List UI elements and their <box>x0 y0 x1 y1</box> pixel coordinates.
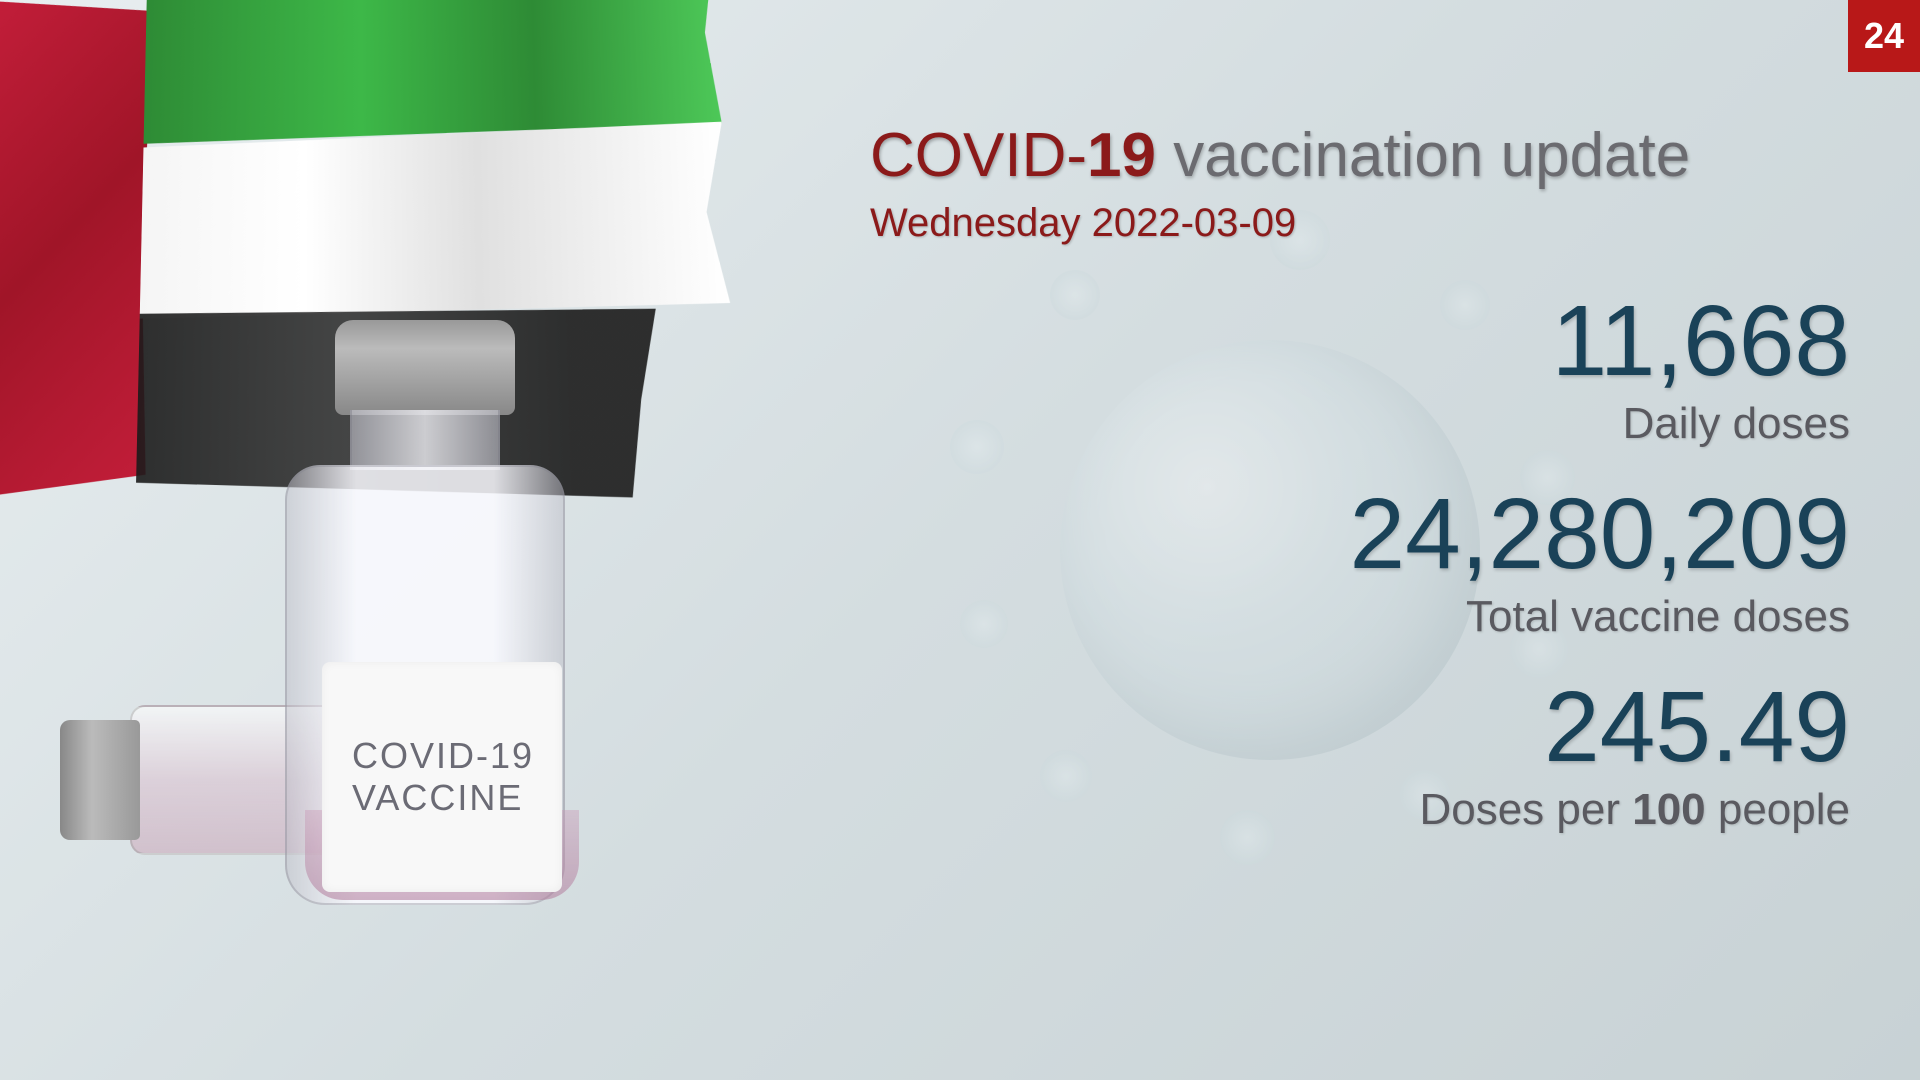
stat-label: Daily doses <box>870 399 1850 449</box>
vaccine-vials-icon: COVID-19 VACCINE <box>60 320 660 960</box>
title-suffix: vaccination update <box>1156 121 1690 190</box>
stat-daily-doses: 11,668 Daily doses <box>870 291 1850 449</box>
stat-label: Total vaccine doses <box>870 592 1850 642</box>
stat-value: 24,280,209 <box>870 484 1850 584</box>
stat-label: Doses per 100 people <box>870 785 1850 835</box>
stat-doses-per-100: 245.49 Doses per 100 people <box>870 677 1850 835</box>
stat-value: 11,668 <box>870 291 1850 391</box>
vial-label-line1: COVID-19 <box>352 735 562 777</box>
stat-total-doses: 24,280,209 Total vaccine doses <box>870 484 1850 642</box>
page-title: COVID-19 vaccination update <box>870 120 1850 191</box>
channel-badge: 24 <box>1848 0 1920 72</box>
vial-label-line2: VACCINE <box>352 777 562 819</box>
title-number: 19 <box>1087 121 1156 190</box>
title-prefix: COVID- <box>870 121 1087 190</box>
update-date: Wednesday 2022-03-09 <box>870 201 1850 246</box>
stat-value: 245.49 <box>870 677 1850 777</box>
stats-content: COVID-19 vaccination update Wednesday 20… <box>870 120 1850 870</box>
